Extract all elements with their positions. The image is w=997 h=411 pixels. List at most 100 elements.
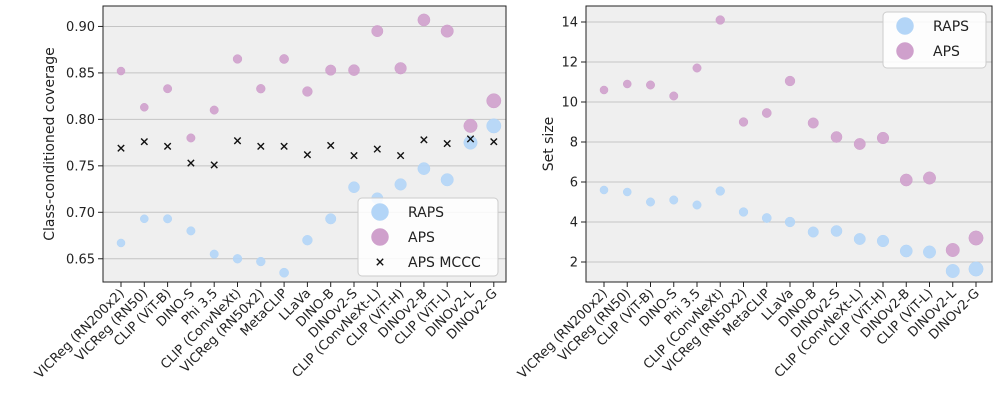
- right-y-axis-label: Set size: [541, 117, 557, 172]
- y-tick-label: 6: [570, 176, 578, 191]
- y-tick-label: 2: [570, 256, 578, 271]
- mccc-marker: [490, 137, 498, 146]
- raps-point: [440, 173, 454, 187]
- raps-point: [715, 186, 725, 196]
- legend-label: APS MCCC: [408, 255, 481, 271]
- aps-point: [302, 86, 313, 97]
- legend-label: APS: [408, 230, 435, 246]
- raps-point: [669, 195, 679, 205]
- raps-point: [853, 233, 866, 245]
- legend-label: APS: [933, 44, 960, 60]
- raps-point: [807, 226, 819, 238]
- aps-point: [899, 173, 913, 187]
- aps-point: [163, 84, 173, 94]
- aps-point: [669, 91, 679, 101]
- aps-point: [209, 105, 219, 115]
- raps-point: [876, 234, 890, 248]
- aps-point: [348, 64, 360, 76]
- aps-point: [232, 54, 243, 64]
- raps-point: [646, 197, 655, 207]
- aps-point: [140, 103, 149, 112]
- aps-point: [622, 79, 632, 89]
- raps-point: [761, 213, 772, 223]
- mccc-marker: [443, 139, 451, 148]
- mccc-marker: [163, 142, 172, 151]
- mccc-marker: [117, 144, 125, 152]
- raps-point: [923, 245, 936, 259]
- raps-point: [348, 181, 360, 193]
- y-tick-label: 12: [561, 56, 578, 71]
- mccc-marker: [140, 137, 148, 146]
- y-tick-label: 0.85: [66, 66, 95, 81]
- legend-label: RAPS: [408, 205, 444, 221]
- left-y-axis-label: Class-conditioned coverage: [42, 47, 58, 241]
- raps-point: [463, 135, 478, 150]
- right-legend: RAPS APS: [882, 11, 987, 69]
- raps-point: [279, 267, 289, 278]
- raps-point: [784, 216, 796, 228]
- mccc-marker: [373, 145, 381, 153]
- left-panel: 0.65 0.70 0.75 0.80 0.85 0.90 VICReg (RN200x2…: [32, 5, 507, 382]
- legend-marker-raps: [896, 17, 914, 35]
- mccc-marker: [327, 141, 335, 150]
- raps-point: [830, 225, 843, 237]
- aps-point: [325, 64, 337, 76]
- aps-point: [371, 25, 384, 38]
- aps-point: [923, 171, 936, 185]
- mccc-marker: [350, 151, 358, 160]
- aps-point: [646, 80, 655, 90]
- aps-point: [394, 62, 407, 75]
- mccc-marker: [233, 137, 242, 145]
- raps-point: [302, 235, 313, 246]
- right-y-ticks: 2 4 6 8 10 12 14: [561, 16, 586, 271]
- y-tick-label: 10: [561, 96, 578, 111]
- y-tick-label: 14: [561, 16, 578, 31]
- left-y-ticks: 0.65 0.70 0.75 0.80 0.85 0.90: [66, 20, 103, 267]
- aps-point: [945, 243, 960, 257]
- aps-point: [599, 85, 609, 95]
- raps-point: [738, 207, 749, 217]
- aps-point: [784, 75, 796, 87]
- aps-point: [256, 84, 266, 94]
- mccc-marker: [420, 136, 428, 144]
- y-tick-label: 8: [570, 136, 578, 151]
- aps-point: [715, 15, 725, 25]
- y-tick-label: 4: [570, 216, 578, 231]
- legend-label: RAPS: [933, 19, 969, 35]
- raps-point: [140, 214, 149, 224]
- legend-marker-aps: [371, 228, 389, 246]
- y-tick-label: 0.75: [66, 159, 95, 174]
- right-plot-frame: [585, 5, 993, 283]
- aps-point: [830, 131, 843, 143]
- mccc-marker: [280, 142, 288, 151]
- aps-point: [692, 63, 702, 73]
- mccc-marker: [466, 135, 475, 143]
- raps-point: [209, 249, 219, 259]
- mccc-marker: [210, 161, 218, 169]
- y-tick-label: 0.90: [66, 20, 95, 35]
- right-marks: [599, 15, 984, 278]
- right-panel: 2 4 6 8 10 12 14 VICReg (RN200x2)VICReg (RN50)…: [515, 5, 993, 382]
- legend-marker-aps: [896, 42, 914, 60]
- aps-point: [440, 24, 454, 38]
- y-tick-label: 0.70: [66, 206, 95, 221]
- aps-point: [417, 13, 431, 27]
- aps-point: [486, 93, 502, 109]
- mccc-marker: [257, 142, 265, 151]
- legend-marker-cross: [376, 258, 384, 266]
- aps-point: [116, 66, 126, 76]
- right-x-ticks: VICReg (RN200x2)VICReg (RN50)CLIP (ViT-B…: [515, 282, 983, 382]
- raps-point: [599, 185, 609, 195]
- aps-point: [186, 133, 196, 143]
- raps-point: [163, 214, 173, 224]
- raps-point: [899, 244, 913, 258]
- raps-point: [486, 118, 502, 134]
- left-legend: RAPS APS APS MCCC: [357, 197, 499, 277]
- left-x-ticks: VICReg (RN200x2)VICReg (RN50)CLIP (ViT-B…: [32, 282, 501, 382]
- legend-marker-raps: [371, 203, 389, 221]
- aps-point: [853, 138, 866, 150]
- aps-point: [279, 54, 289, 64]
- mccc-marker: [187, 159, 195, 167]
- raps-point: [622, 187, 632, 197]
